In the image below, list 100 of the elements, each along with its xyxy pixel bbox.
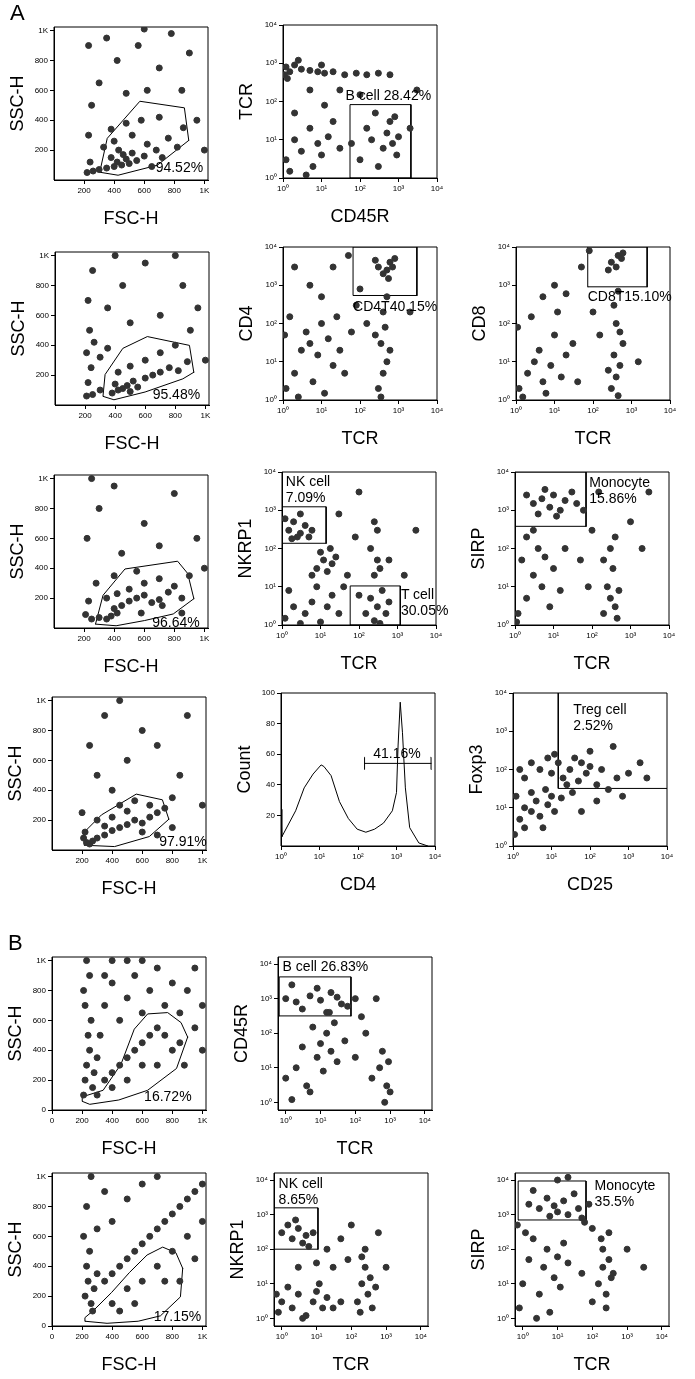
x-tick-label: 800 bbox=[168, 411, 183, 420]
x-tick-label: 10³ bbox=[384, 1116, 397, 1125]
y-axis-title: TCR bbox=[235, 83, 256, 120]
y-tick-label: 10² bbox=[497, 543, 510, 553]
y-axis-title: SSC-H bbox=[7, 300, 28, 357]
y-tick-label: 10² bbox=[265, 96, 278, 106]
x-tick-label: 10¹ bbox=[548, 406, 561, 415]
y-axis-title: SSC-H bbox=[4, 1221, 25, 1278]
x-tick-label: 10¹ bbox=[313, 852, 326, 861]
x-axis-title: FSC-H bbox=[101, 1138, 157, 1159]
x-tick-label: 10⁴ bbox=[430, 406, 444, 415]
x-axis-title: TCR bbox=[341, 428, 379, 449]
y-tick-label: 10¹ bbox=[495, 802, 508, 812]
y-tick-label: 10² bbox=[497, 1244, 510, 1254]
x-tick-label: 10³ bbox=[625, 406, 638, 415]
y-tick-label: 10³ bbox=[497, 1209, 510, 1219]
y-tick-label: 200 bbox=[32, 1291, 47, 1301]
x-tick-label: 10⁰ bbox=[516, 1332, 529, 1341]
y-tick-label: 200 bbox=[34, 593, 49, 603]
y-tick-label: 10⁰ bbox=[498, 395, 510, 405]
x-tick-label: 10¹ bbox=[314, 1116, 327, 1125]
y-tick-label: 10² bbox=[260, 1028, 273, 1038]
y-tick-label: 10⁰ bbox=[264, 620, 276, 630]
y-tick-label: 10⁴ bbox=[264, 242, 278, 252]
y-tick-label: 0 bbox=[41, 1105, 47, 1115]
y-tick-label: 10² bbox=[498, 318, 511, 328]
annotation: 16.72% bbox=[144, 1087, 192, 1104]
x-tick-label: 10² bbox=[353, 631, 366, 640]
x-tick-label: 10² bbox=[586, 631, 599, 640]
chart-title: B bbox=[8, 930, 23, 956]
y-axis-title: SIRP bbox=[467, 527, 488, 570]
x-tick-label: 10⁴ bbox=[418, 1116, 432, 1125]
x-tick-label: 10⁰ bbox=[277, 406, 289, 415]
x-tick-label: 10⁴ bbox=[414, 1332, 428, 1341]
y-tick-label: 800 bbox=[32, 1201, 47, 1211]
y-tick-label: 10⁰ bbox=[497, 620, 509, 630]
y-tick-label: 10⁴ bbox=[264, 20, 278, 30]
y-tick-label: 10⁴ bbox=[263, 467, 277, 477]
y-tick-label: 100 bbox=[261, 688, 276, 698]
x-tick-label: 10¹ bbox=[547, 631, 560, 640]
annotation: B cell 26.83% bbox=[282, 958, 369, 975]
y-tick-label: 200 bbox=[35, 370, 50, 380]
annotation: 96.64% bbox=[152, 614, 200, 631]
x-tick-label: 10² bbox=[587, 406, 600, 415]
y-axis-title: SIRP bbox=[467, 1228, 488, 1271]
y-tick-label: 600 bbox=[32, 1231, 47, 1241]
x-tick-label: 10⁰ bbox=[275, 852, 287, 861]
y-tick-label: 200 bbox=[32, 1075, 47, 1085]
y-axis-title: SSC-H bbox=[6, 523, 27, 580]
x-tick-label: 1K bbox=[200, 411, 211, 420]
y-tick-label: 10² bbox=[256, 1244, 269, 1254]
y-tick-label: 10¹ bbox=[264, 581, 277, 591]
y-tick-label: 600 bbox=[32, 755, 47, 765]
y-tick-label: 10⁴ bbox=[494, 688, 508, 698]
y-tick-label: 10³ bbox=[265, 58, 278, 68]
x-tick-label: 1K bbox=[197, 856, 208, 865]
x-tick-label: 10² bbox=[354, 406, 367, 415]
x-tick-label: 600 bbox=[135, 856, 150, 865]
y-tick-label: 10³ bbox=[264, 505, 277, 515]
x-tick-label: 600 bbox=[135, 1116, 150, 1125]
y-tick-label: 10⁴ bbox=[496, 467, 510, 477]
x-tick-label: 1K bbox=[197, 1332, 208, 1341]
x-tick-label: 10² bbox=[349, 1116, 362, 1125]
annotation: 17.15% bbox=[153, 1307, 202, 1324]
x-tick-label: 10¹ bbox=[315, 184, 328, 193]
x-axis-title: TCR bbox=[336, 1138, 374, 1159]
y-tick-label: 600 bbox=[35, 310, 50, 320]
x-tick-label: 10⁰ bbox=[277, 184, 289, 193]
x-tick-label: 10³ bbox=[390, 852, 403, 861]
x-tick-label: 400 bbox=[105, 856, 120, 865]
y-axis-title: NKRP1 bbox=[234, 518, 255, 579]
x-tick-label: 10³ bbox=[380, 1332, 393, 1341]
y-tick-label: 10² bbox=[495, 764, 508, 774]
y-tick-label: 10¹ bbox=[265, 356, 278, 366]
x-tick-label: 10⁰ bbox=[510, 406, 522, 415]
x-tick-label: 200 bbox=[77, 634, 92, 643]
x-tick-label: 10³ bbox=[392, 406, 405, 415]
y-tick-label: 1K bbox=[38, 473, 49, 483]
y-tick-label: 400 bbox=[32, 785, 47, 795]
x-tick-label: 1K bbox=[199, 634, 210, 643]
x-tick-label: 1K bbox=[197, 1116, 208, 1125]
y-tick-label: 10⁰ bbox=[265, 395, 277, 405]
y-tick-label: 10⁴ bbox=[255, 1175, 269, 1185]
y-tick-label: 10² bbox=[265, 318, 278, 328]
y-tick-label: 20 bbox=[266, 810, 276, 820]
y-tick-label: 400 bbox=[32, 1261, 47, 1271]
annotation: 95.48% bbox=[152, 385, 201, 402]
x-tick-label: 400 bbox=[105, 1332, 120, 1341]
x-tick-label: 600 bbox=[138, 411, 153, 420]
y-tick-label: 60 bbox=[266, 749, 276, 759]
x-axis-title: FSC-H bbox=[101, 1354, 157, 1375]
x-tick-label: 10³ bbox=[391, 631, 404, 640]
y-tick-label: 10⁴ bbox=[496, 1175, 510, 1185]
y-tick-label: 800 bbox=[35, 280, 50, 290]
y-tick-label: 800 bbox=[34, 503, 49, 513]
y-tick-label: 10³ bbox=[495, 726, 508, 736]
x-axis-title: TCR bbox=[340, 653, 378, 674]
x-tick-label: 10² bbox=[345, 1332, 358, 1341]
annotation: NK cell 8.65% bbox=[278, 1175, 323, 1208]
y-tick-label: 600 bbox=[34, 533, 49, 543]
